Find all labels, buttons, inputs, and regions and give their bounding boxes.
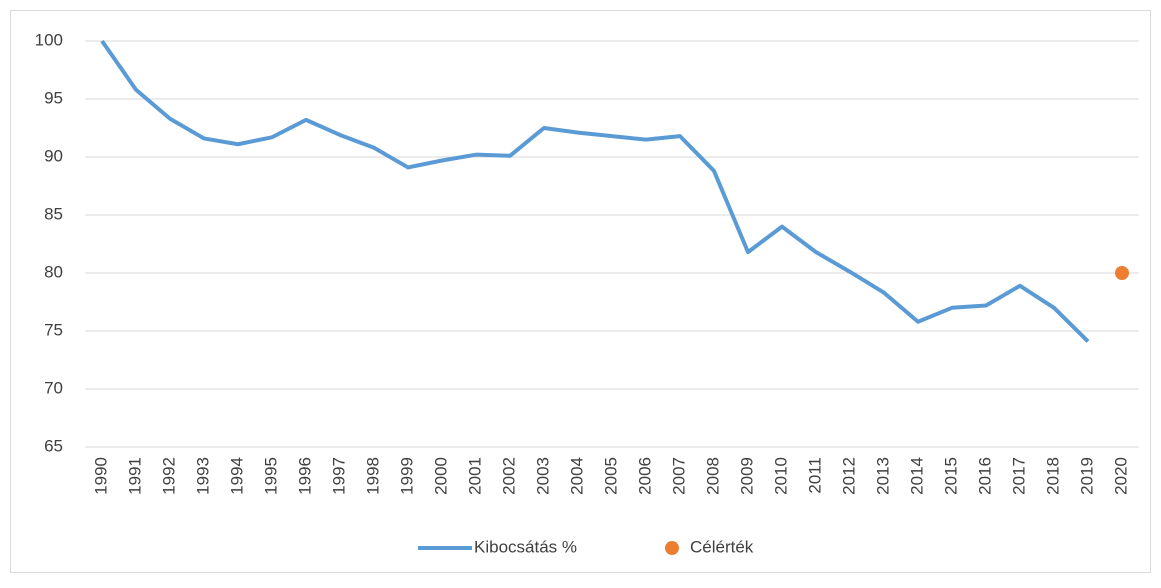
x-tick-label: 2012	[839, 457, 858, 495]
legend-swatch	[665, 541, 679, 555]
x-tick-label: 2003	[533, 457, 552, 495]
x-tick-label: 1992	[159, 457, 178, 495]
x-tick-label: 2000	[431, 457, 450, 495]
y-tick-label: 70	[44, 378, 63, 397]
x-tick-label: 2014	[907, 457, 926, 495]
x-tick-label: 2005	[601, 457, 620, 495]
x-tick-label: 2016	[975, 457, 994, 495]
x-tick-label: 2010	[771, 457, 790, 495]
x-tick-label: 2019	[1077, 457, 1096, 495]
x-tick-label: 1997	[329, 457, 348, 495]
x-tick-label: 2008	[703, 457, 722, 495]
marker	[1115, 266, 1129, 280]
x-tick-label: 2009	[737, 457, 756, 495]
legend-label: Kibocsátás %	[474, 537, 577, 556]
y-tick-label: 95	[44, 88, 63, 107]
line-series	[100, 39, 1090, 343]
x-tick-label: 2004	[567, 457, 586, 495]
x-tick-label: 2007	[669, 457, 688, 495]
y-tick-label: 80	[44, 262, 63, 281]
y-tick-label: 90	[44, 146, 63, 165]
x-tick-label: 1996	[295, 457, 314, 495]
legend-label: Célérték	[690, 537, 754, 556]
x-tick-label: 2006	[635, 457, 654, 495]
x-tick-label: 1998	[363, 457, 382, 495]
x-tick-label: 2015	[941, 457, 960, 495]
x-tick-label: 1990	[91, 457, 110, 495]
x-tick-label: 2013	[873, 457, 892, 495]
x-tick-label: 1999	[397, 457, 416, 495]
y-tick-label: 85	[44, 204, 63, 223]
x-tick-label: 2011	[805, 457, 824, 494]
x-tick-label: 1993	[193, 457, 212, 495]
x-tick-label: 1995	[261, 457, 280, 495]
chart-border	[10, 10, 1151, 573]
x-tick-label: 2002	[499, 457, 518, 495]
x-tick-label: 1991	[125, 457, 144, 495]
x-tick-label: 2020	[1111, 457, 1130, 495]
x-tick-label: 1994	[227, 457, 246, 495]
x-tick-label: 2001	[465, 457, 484, 495]
y-tick-label: 75	[44, 320, 63, 339]
y-tick-label: 65	[44, 436, 63, 455]
x-tick-label: 2017	[1009, 457, 1028, 495]
y-tick-label: 100	[35, 30, 63, 49]
x-tick-label: 2018	[1043, 457, 1062, 495]
